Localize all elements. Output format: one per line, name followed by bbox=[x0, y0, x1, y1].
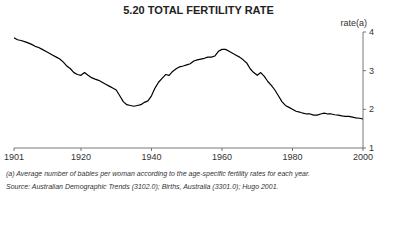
x-tick-label: 1960 bbox=[212, 152, 232, 162]
footnote: Source: Australian Demographic Trends (3… bbox=[6, 183, 279, 191]
y-tick bbox=[363, 109, 366, 110]
title: 5.20 TOTAL FERTILITY RATE bbox=[123, 4, 274, 16]
x-tick bbox=[363, 148, 364, 151]
x-tick bbox=[292, 148, 293, 151]
data-line bbox=[14, 38, 363, 119]
x-tick-label: 1980 bbox=[282, 152, 302, 162]
y-tick bbox=[363, 32, 366, 33]
plot-area bbox=[14, 38, 363, 119]
y-tick bbox=[363, 70, 366, 71]
x-tick bbox=[14, 148, 15, 151]
y-label: rate(a) bbox=[340, 18, 367, 28]
x-tick bbox=[151, 148, 152, 151]
x-tick-label: 2000 bbox=[353, 152, 373, 162]
y-axis bbox=[363, 32, 364, 148]
x-tick-label: 1920 bbox=[71, 152, 91, 162]
footnote: (a) Average number of babies per woman a… bbox=[6, 170, 310, 178]
y-tick bbox=[363, 148, 366, 149]
y-tick-label: 1 bbox=[369, 143, 374, 153]
chart: 5.20 TOTAL FERTILITY RATE rate(a) 1901 1920… bbox=[0, 0, 397, 227]
y-tick-label: 4 bbox=[369, 27, 374, 37]
x-tick-label: 1901 bbox=[4, 152, 24, 162]
y-tick-label: 3 bbox=[369, 66, 374, 76]
y-tick-label: 2 bbox=[369, 104, 374, 114]
x-tick-label: 1940 bbox=[141, 152, 161, 162]
x-tick bbox=[221, 148, 222, 151]
x-axis bbox=[14, 148, 363, 149]
x-tick bbox=[80, 148, 81, 151]
